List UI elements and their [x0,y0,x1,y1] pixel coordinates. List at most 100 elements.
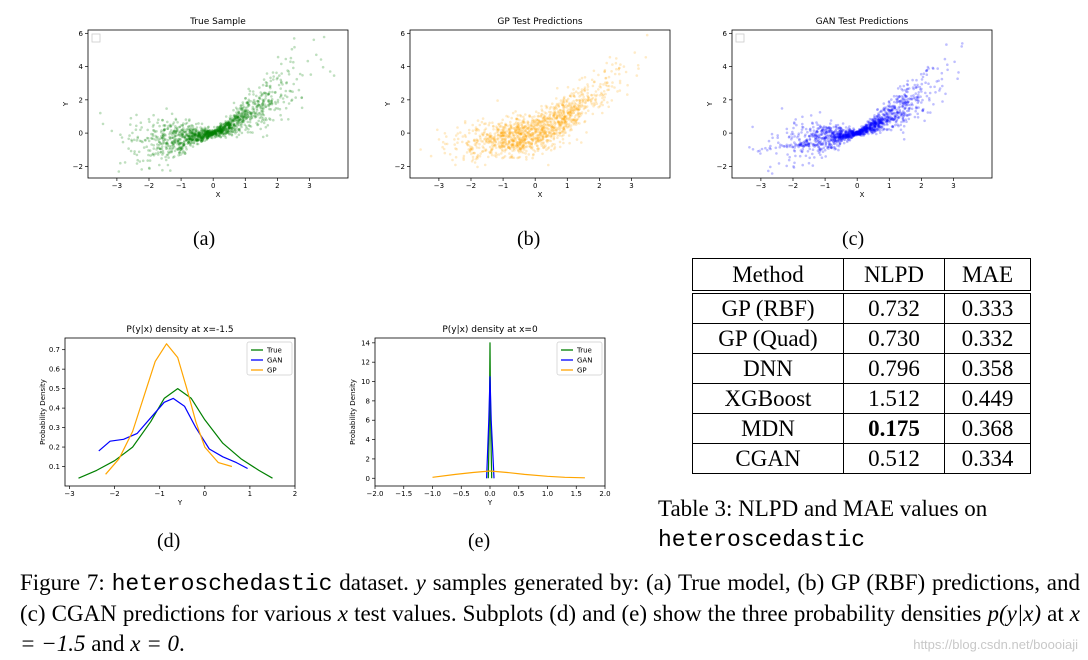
scatter-point [496,130,500,133]
table-cell: 0.332 [944,323,1031,354]
scatter-point [901,101,904,104]
scatter-point [481,150,484,153]
scatter-point [244,109,247,113]
scatter-point [185,121,189,125]
scatter-point [575,138,579,141]
scatter-point [838,133,841,137]
y-tick-label: 0.2 [49,444,60,452]
scatter-point [537,114,540,118]
scatter-point [205,131,208,135]
scatter-point [522,117,526,121]
scatter-point [521,131,525,134]
table-row: DNN 0.796 0.358 [692,353,1031,384]
scatter-point [553,146,557,149]
scatter-point [543,131,547,134]
scatter-point [211,129,215,133]
table-header-method: Method [692,258,844,294]
scatter-point [445,142,449,146]
scatter-point [808,156,811,160]
scatter-point [540,104,543,108]
scatter-point [218,129,222,133]
scatter-point [570,104,573,108]
scatter-point [207,134,210,137]
scatter-point [553,132,556,135]
scatter-point [883,114,887,117]
scatter-point [828,128,832,132]
scatter-point [808,135,812,138]
table-cell: 0.796 [843,353,945,384]
scatter-point [503,145,506,148]
scatter-point [203,134,206,137]
scatter-point [502,134,506,137]
scatter-point [212,130,215,133]
scatter-point [219,127,223,131]
scatter-point [531,138,534,141]
scatter-point [174,140,177,144]
scatter-point [875,124,878,128]
scatter-point [583,89,587,93]
scatter-point [816,136,819,140]
scatter-point [502,126,505,129]
subfigure-label-d: (d) [157,530,181,552]
x-tick-label: 0.5 [513,490,524,498]
scatter-point [496,138,500,141]
scatter-point [497,133,500,136]
scatter-point [914,109,917,113]
scatter-point [816,143,820,146]
scatter-point [896,110,899,114]
scatter-point [894,123,897,127]
scatter-point [501,143,504,146]
scatter-point [821,137,824,141]
scatter-point [177,151,181,155]
scatter-point [196,131,200,135]
scatter-point [531,139,534,143]
scatter-point [152,144,155,147]
scatter-point [237,133,241,137]
scatter-point [497,142,500,146]
scatter-point [534,137,538,140]
scatter-point [834,137,837,140]
scatter-point [556,119,560,123]
scatter-point [517,122,520,125]
scatter-point [572,118,576,122]
scatter-point [557,125,561,129]
scatter-point [893,111,896,115]
scatter-point [848,139,852,142]
scatter-point [536,122,539,126]
scatter-point [199,129,203,133]
y-tick-label: 12 [361,359,370,367]
scatter-point [189,136,193,139]
scatter-point [200,140,203,143]
scatter-point [244,125,248,128]
scatter-point [860,128,863,131]
scatter-point [550,120,553,124]
scatter-point [196,137,199,140]
scatter-point [507,146,510,149]
scatter-point [549,131,552,135]
scatter-point [818,148,822,151]
scatter-point [861,125,865,128]
scatter-point [871,125,874,129]
scatter-point [508,129,512,132]
scatter-point [820,126,823,129]
scatter-point [202,134,205,137]
scatter-point [868,126,871,130]
scatter-point [830,146,834,150]
scatter-point [876,128,879,131]
scatter-point [500,131,504,134]
scatter-point [896,123,899,126]
scatter-point [570,120,574,124]
scatter-point [774,146,778,150]
scatter-point [572,123,576,126]
scatter-point [191,132,194,135]
scatter-point [855,131,858,134]
scatter-point [517,156,521,159]
scatter-point [493,139,497,142]
scatter-point [926,111,930,114]
scatter-point [196,139,199,143]
scatter-point [856,131,859,134]
scatter-point [183,139,186,143]
scatter-point [562,116,566,119]
scatter-point [566,111,570,115]
scatter-point [230,128,233,132]
